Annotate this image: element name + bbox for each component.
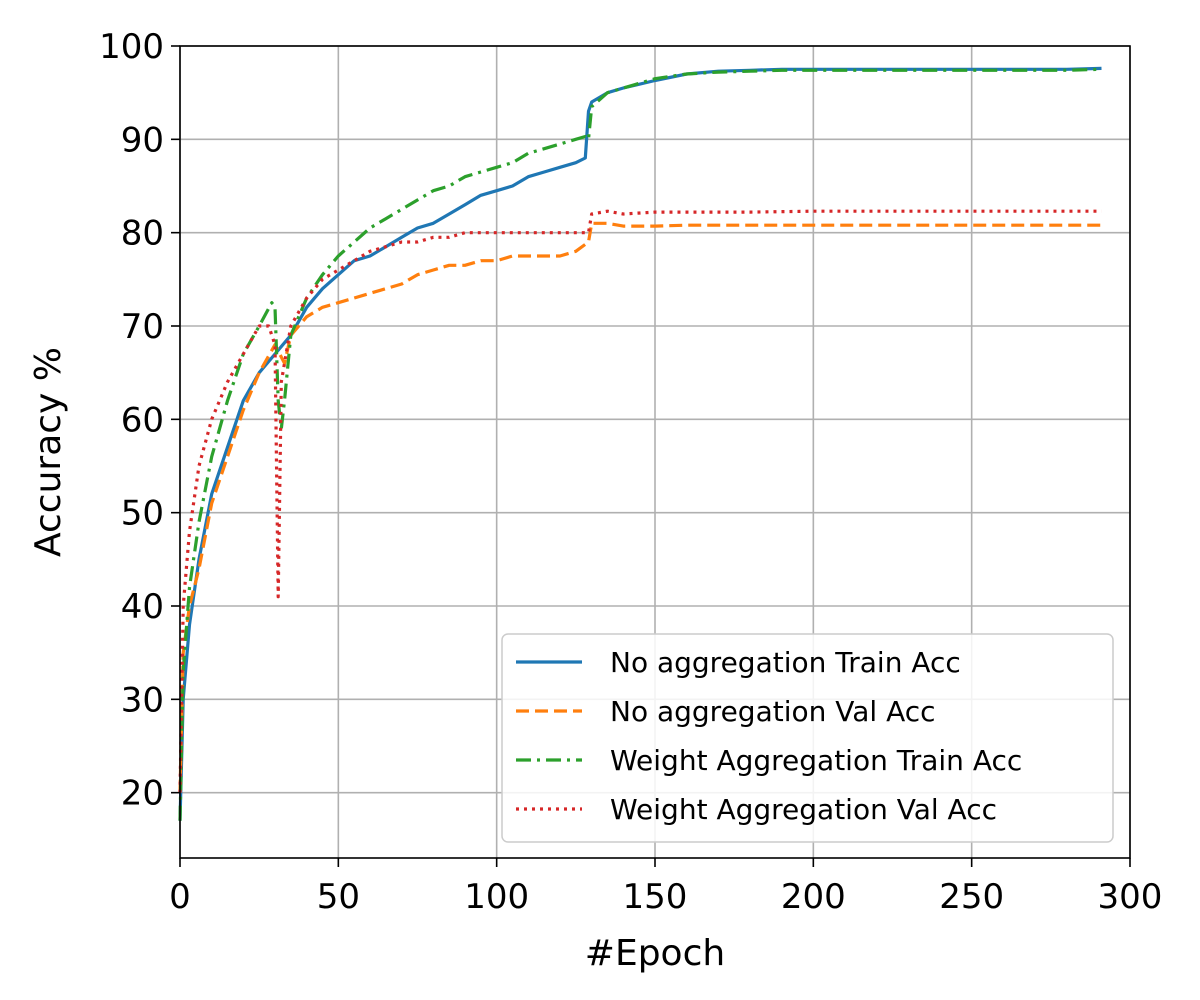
- x-tick-label: 100: [464, 877, 529, 917]
- y-tick-label: 30: [121, 680, 164, 720]
- legend-label-2: No aggregation Val Acc: [610, 695, 936, 728]
- series-line-4: [178, 209, 1102, 793]
- x-tick-label: 250: [939, 877, 1004, 917]
- x-tick-label: 0: [169, 877, 191, 917]
- y-axis-title: Accuracy %: [28, 347, 69, 557]
- series-line-3: [178, 67, 1102, 821]
- legend-label-4: Weight Aggregation Val Acc: [610, 793, 997, 826]
- y-tick-label: 90: [121, 120, 164, 160]
- y-tick-label: 60: [121, 400, 164, 440]
- x-tick-label: 150: [623, 877, 688, 917]
- x-tick-label: 50: [317, 877, 360, 917]
- legend: No aggregation Train Acc No aggregation V…: [501, 633, 1114, 843]
- y-tick-label: 20: [121, 774, 164, 814]
- y-tick-label: 80: [121, 214, 164, 254]
- axis-ticks: 0 50 100 150 200 250 300 20 30 40 50 60 70 80 90 100: [99, 27, 1162, 917]
- legend-label-1: No aggregation Train Acc: [610, 646, 961, 679]
- y-tick-label: 70: [121, 307, 164, 347]
- x-tick-label: 300: [1098, 877, 1163, 917]
- plot-area: [178, 66, 1102, 821]
- x-tick-label: 200: [781, 877, 846, 917]
- series-line-2: [178, 221, 1102, 793]
- y-tick-label: 100: [99, 27, 164, 67]
- legend-label-3: Weight Aggregation Train Acc: [610, 744, 1022, 777]
- y-tick-label: 50: [121, 494, 164, 534]
- x-axis-title: #Epoch: [585, 933, 725, 974]
- legend-box: [501, 633, 1114, 843]
- y-tick-label: 40: [121, 587, 164, 627]
- grid-lines: [179, 45, 1131, 858]
